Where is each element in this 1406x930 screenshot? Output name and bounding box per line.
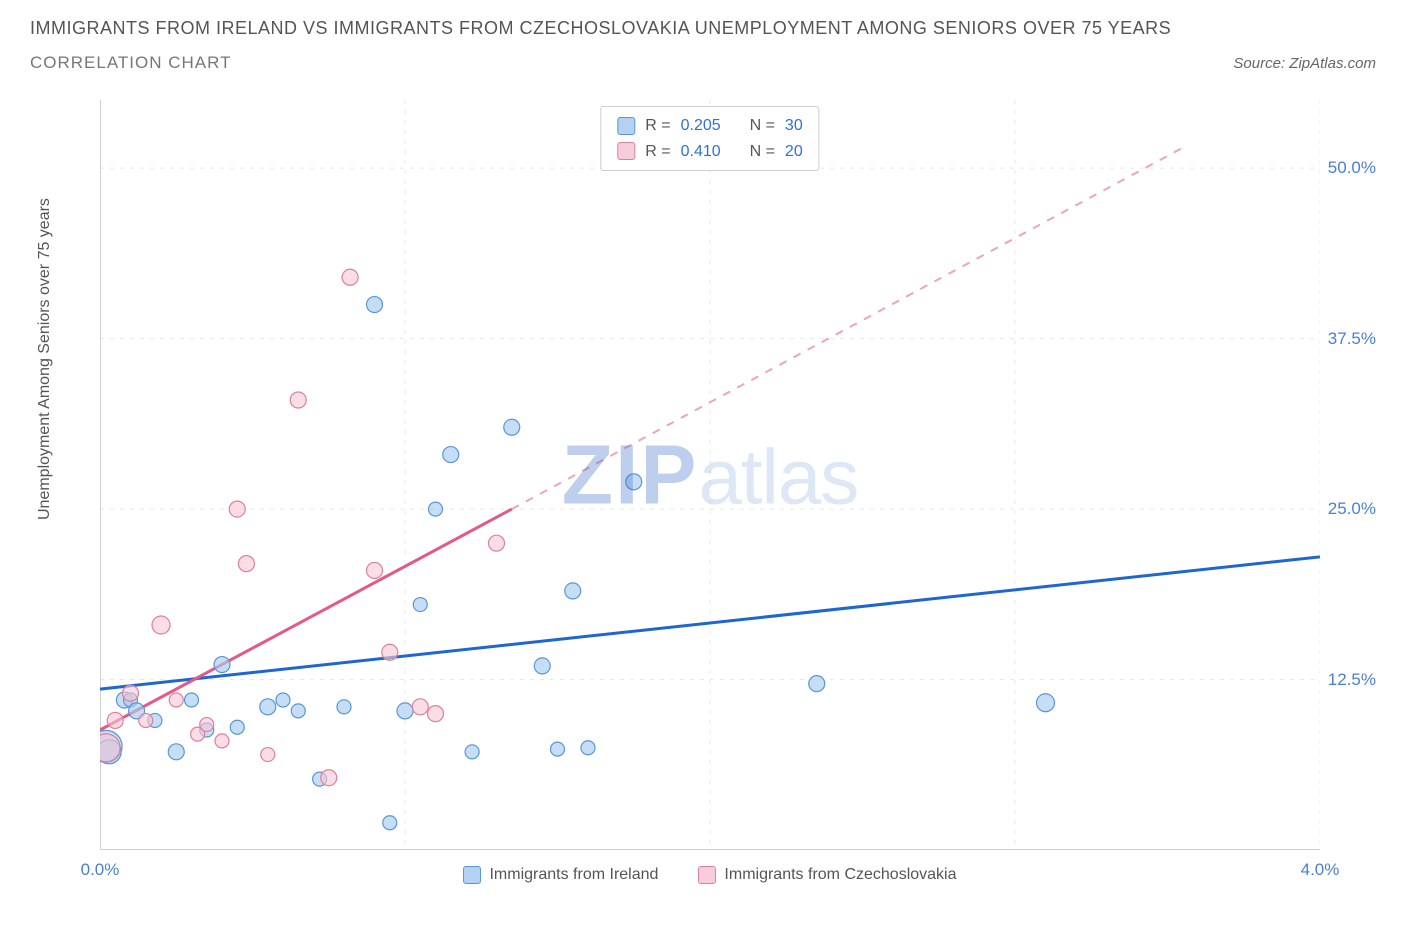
data-point-czech [200, 718, 214, 732]
plot-svg [100, 100, 1320, 850]
legend-square-icon [463, 866, 481, 884]
data-point-ireland [276, 693, 290, 707]
data-point-czech [489, 535, 505, 551]
chart-subtitle: CORRELATION CHART [30, 53, 232, 73]
data-point-ireland [367, 297, 383, 313]
subtitle-row: CORRELATION CHART Source: ZipAtlas.com [30, 53, 1376, 73]
y-tick-label: 25.0% [1328, 499, 1376, 519]
data-point-ireland [230, 720, 244, 734]
stats-legend: R = 0.205 N = 30 R = 0.410 N = 20 [600, 106, 819, 171]
chart-header: IMMIGRANTS FROM IRELAND VS IMMIGRANTS FR… [0, 0, 1406, 73]
data-point-ireland [429, 502, 443, 516]
data-point-czech [428, 706, 444, 722]
legend-label-ireland: Immigrants from Ireland [489, 866, 658, 884]
r-value-czech: 0.410 [681, 139, 721, 165]
data-point-czech [107, 712, 123, 728]
series-legend: Immigrants from Ireland Immigrants from … [100, 866, 1320, 884]
data-point-ireland [397, 703, 413, 719]
r-label: R = [645, 113, 670, 139]
data-point-ireland [291, 704, 305, 718]
data-point-ireland [809, 676, 825, 692]
n-label: N = [750, 139, 775, 165]
source-label: Source: ZipAtlas.com [1233, 55, 1376, 72]
source-name: ZipAtlas.com [1289, 55, 1376, 72]
data-point-ireland [626, 474, 642, 490]
data-point-ireland [551, 742, 565, 756]
y-tick-label: 37.5% [1328, 329, 1376, 349]
legend-square-czech [617, 142, 635, 160]
y-tick-label: 12.5% [1328, 670, 1376, 690]
data-point-czech [290, 392, 306, 408]
r-value-ireland: 0.205 [681, 113, 721, 139]
data-point-ireland [168, 744, 184, 760]
data-point-ireland [413, 598, 427, 612]
x-tick-label: 4.0% [1301, 860, 1340, 880]
data-point-czech [342, 269, 358, 285]
trend-line-ext-czech [512, 148, 1183, 509]
data-point-czech [367, 562, 383, 578]
data-point-czech [215, 734, 229, 748]
scatter-plot: ZIPatlas R = 0.205 N = 30 R = 0.410 N = … [100, 100, 1320, 850]
data-point-czech [139, 713, 153, 727]
data-point-ireland [581, 741, 595, 755]
stats-row-ireland: R = 0.205 N = 30 [617, 113, 802, 139]
stats-row-czech: R = 0.410 N = 20 [617, 139, 802, 165]
data-point-ireland [465, 745, 479, 759]
data-point-ireland [383, 816, 397, 830]
data-point-ireland [185, 693, 199, 707]
source-prefix: Source: [1233, 55, 1289, 72]
data-point-czech [382, 644, 398, 660]
data-point-czech [152, 616, 170, 634]
trend-line-ireland [100, 557, 1320, 689]
data-point-ireland [443, 447, 459, 463]
data-point-czech [261, 748, 275, 762]
r-label: R = [645, 139, 670, 165]
legend-item-ireland: Immigrants from Ireland [463, 866, 658, 884]
data-point-czech [321, 770, 337, 786]
data-point-czech [238, 556, 254, 572]
data-point-ireland [1037, 694, 1055, 712]
legend-square-icon [698, 866, 716, 884]
data-point-ireland [260, 699, 276, 715]
data-point-ireland [565, 583, 581, 599]
data-point-czech [169, 693, 183, 707]
data-point-czech [123, 685, 139, 701]
legend-square-ireland [617, 117, 635, 135]
data-point-ireland [214, 657, 230, 673]
chart-container: Unemployment Among Seniors over 75 years… [30, 100, 1376, 900]
legend-item-czech: Immigrants from Czechoslovakia [698, 866, 956, 884]
y-axis-label: Unemployment Among Seniors over 75 years [36, 198, 54, 520]
n-label: N = [750, 113, 775, 139]
x-tick-label: 0.0% [81, 860, 120, 880]
data-point-ireland [337, 700, 351, 714]
chart-title: IMMIGRANTS FROM IRELAND VS IMMIGRANTS FR… [30, 18, 1376, 39]
data-point-czech [412, 699, 428, 715]
data-point-czech [229, 501, 245, 517]
n-value-ireland: 30 [785, 113, 803, 139]
legend-label-czech: Immigrants from Czechoslovakia [724, 866, 956, 884]
data-point-ireland [534, 658, 550, 674]
data-point-ireland [504, 419, 520, 435]
y-tick-label: 50.0% [1328, 158, 1376, 178]
n-value-czech: 20 [785, 139, 803, 165]
